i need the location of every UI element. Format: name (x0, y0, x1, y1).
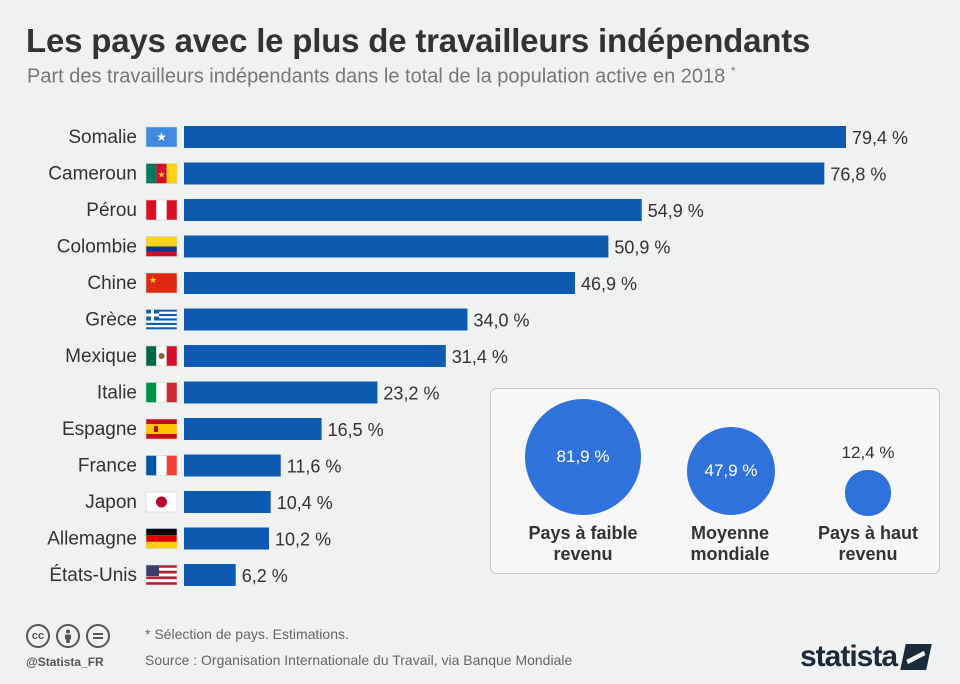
low-income-value: 81,9 % (556, 447, 610, 466)
bar (184, 381, 378, 404)
bar-row: Somalie ★ 79,4 % (68, 126, 908, 148)
bar-row: Espagne 16,5 % (62, 418, 384, 440)
by-icon[interactable] (56, 624, 80, 648)
value-label: 46,9 % (581, 274, 637, 294)
value-label: 34,0 % (473, 311, 529, 331)
somalia-flag: ★ (145, 126, 178, 148)
bar (184, 418, 322, 440)
value-label: 10,4 % (277, 493, 333, 513)
category-label: Mexique (65, 346, 137, 367)
bar (184, 272, 576, 294)
bar-row: Japon 10,4 % (85, 491, 333, 513)
high-income-label: Pays à haut revenu (793, 523, 943, 565)
bar-row: Mexique 31,4 % (65, 345, 508, 367)
bar-row: Grèce 34,0 % (85, 308, 530, 331)
bar (184, 564, 236, 586)
income-comparison-panel: 81,9 % 47,9 % 12,4 % Pays à faible reven… (490, 388, 940, 574)
mexico-flag (145, 345, 178, 367)
bar-row: Cameroun ★ 76,8 % (48, 162, 886, 185)
low-income-label-line2: revenu (553, 544, 613, 564)
chart-title: Les pays avec le plus de travailleurs in… (26, 22, 811, 59)
category-label: Pérou (86, 200, 137, 221)
value-label: 11,6 % (287, 457, 342, 477)
italy-flag (145, 382, 178, 403)
bar-row: Allemagne 10,2 % (47, 527, 331, 550)
bar-row: Pérou 54,9 % (86, 199, 704, 221)
bar-row: Colombie 50,9 % (57, 235, 670, 258)
bar (184, 308, 468, 331)
bar (184, 126, 846, 148)
license-icons: cc (26, 624, 110, 648)
bar-row: France 11,6 % (78, 454, 342, 477)
svg-text:★: ★ (156, 130, 167, 144)
greece-flag (145, 309, 178, 330)
bar (184, 235, 609, 258)
category-label: Chine (87, 273, 137, 294)
statista-logo[interactable]: statista (800, 640, 932, 674)
japan-flag (145, 491, 178, 513)
value-label: 16,5 % (328, 420, 384, 440)
spain-flag (145, 418, 178, 440)
france-flag (145, 455, 178, 476)
category-label: États-Unis (49, 565, 137, 586)
nd-icon[interactable] (86, 624, 110, 648)
subtitle-footnote-mark: * (730, 64, 736, 78)
bar (184, 199, 642, 221)
category-label: France (78, 456, 137, 477)
bar (184, 162, 825, 185)
value-label: 10,2 % (275, 530, 331, 550)
bar-row: Chine ★ 46,9 % (87, 272, 637, 294)
bar (184, 491, 271, 513)
category-label: Allemagne (47, 529, 137, 550)
category-label: Japon (85, 492, 137, 513)
value-label: 23,2 % (383, 384, 439, 404)
footnote: * Sélection de pays. Estimations. (145, 626, 349, 642)
cc-icon[interactable]: cc (26, 624, 50, 648)
bar (184, 527, 270, 550)
category-label: Colombie (57, 237, 137, 258)
world-average-value: 47,9 % (704, 460, 758, 480)
value-label: 54,9 % (648, 201, 704, 221)
statista-logo-icon (900, 644, 932, 670)
high-income-label-line2: revenu (838, 544, 898, 564)
value-label: 76,8 % (830, 165, 886, 185)
world-average-label: Moyenne mondiale (655, 523, 805, 565)
bar (184, 454, 281, 477)
category-label: Grèce (85, 310, 137, 331)
usa-flag (145, 564, 178, 586)
colombia-flag (145, 236, 178, 257)
value-label: 6,2 % (242, 566, 288, 586)
category-label: Somalie (68, 127, 137, 148)
svg-text:★: ★ (157, 170, 165, 180)
world-average-circle: 47,9 % (686, 426, 776, 516)
category-label: Italie (97, 383, 137, 404)
world-average-label-line1: Moyenne (690, 523, 769, 543)
high-income-value: 12,4 % (841, 443, 895, 462)
svg-text:★: ★ (149, 275, 157, 285)
peru-flag (145, 199, 178, 221)
bar-row: Italie 23,2 % (97, 381, 439, 404)
value-label: 31,4 % (452, 347, 508, 367)
high-income-circle (845, 470, 891, 516)
cameroon-flag: ★ (145, 163, 178, 184)
subtitle-text: Part des travailleurs indépendants dans … (27, 65, 726, 88)
low-income-circle: 81,9 % (525, 399, 641, 515)
germany-flag (145, 528, 178, 549)
value-label: 50,9 % (614, 238, 670, 258)
china-flag: ★ (145, 272, 178, 294)
low-income-label: Pays à faible revenu (508, 523, 658, 565)
high-income-label-line1: Pays à haut (817, 523, 919, 543)
bar (184, 345, 446, 367)
source-note: Source : Organisation Internationale du … (145, 652, 573, 668)
logo-text: statista (800, 640, 898, 673)
bar-chart: Somalie ★ 79,4 % Cameroun ★ 76,8 % Pérou 54,9 %… (47, 126, 908, 586)
world-average-label-line2: mondiale (690, 544, 770, 564)
bar-row: États-Unis 6,2 % (49, 564, 288, 586)
category-label: Espagne (62, 419, 137, 440)
chart-subtitle: Part des travailleurs indépendants dans … (27, 64, 736, 89)
twitter-handle[interactable]: @Statista_FR (26, 655, 104, 669)
low-income-label-line1: Pays à faible (528, 523, 638, 543)
category-label: Cameroun (48, 164, 137, 185)
value-label: 79,4 % (852, 128, 908, 148)
